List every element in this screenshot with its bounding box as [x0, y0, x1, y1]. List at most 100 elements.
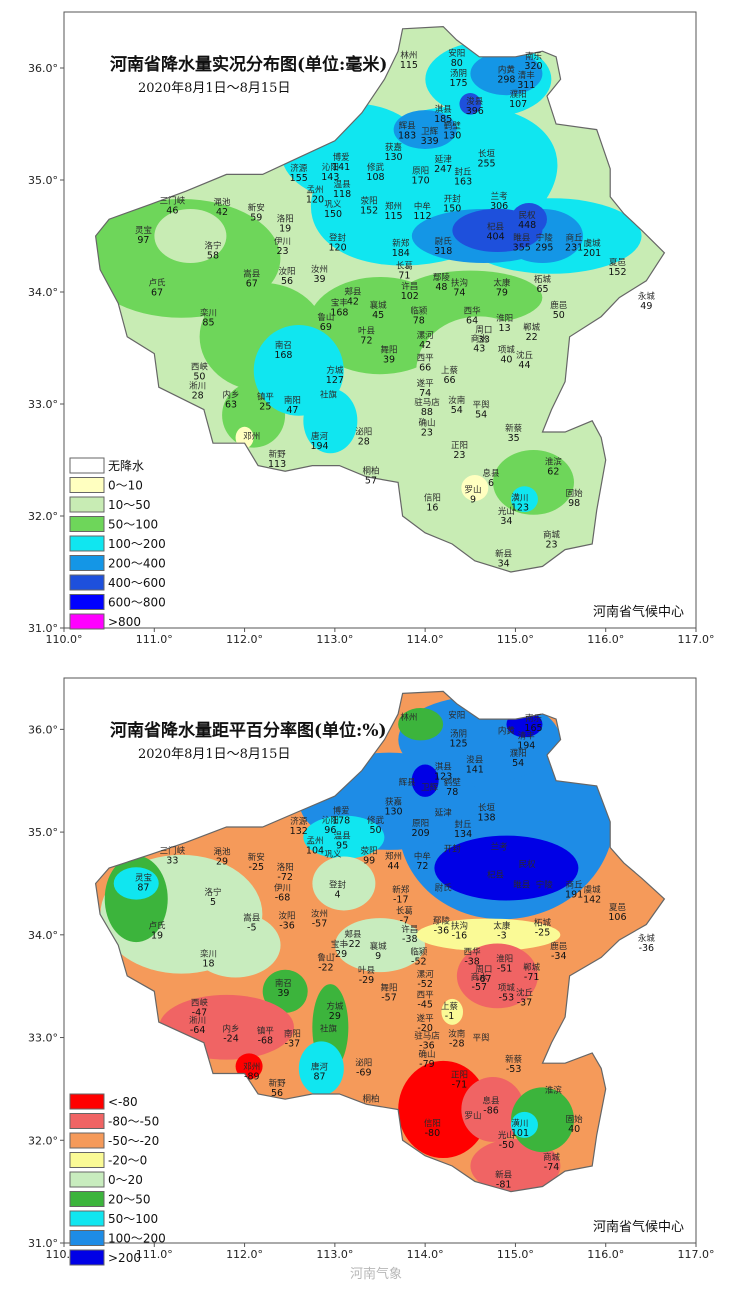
station-value: 120: [306, 194, 324, 205]
station-value: -69: [356, 1067, 372, 1078]
station-name: 西峡: [191, 998, 209, 1009]
station-name: 长葛: [396, 905, 413, 916]
station-name: 民权: [519, 210, 537, 221]
legend-swatch: [69, 613, 105, 630]
station-name: 扶沟: [451, 277, 468, 288]
station-name: 潢川: [511, 492, 528, 503]
station-value: 102: [401, 291, 419, 302]
y-tick-label: 36.0°: [28, 62, 58, 75]
legend-swatch: [69, 1171, 105, 1188]
station-value: 48: [435, 282, 447, 293]
station-name: 正阳: [451, 441, 468, 451]
legend-label: -80～-50: [108, 1115, 159, 1129]
station-name: 中牟: [414, 201, 432, 212]
station-name: 驻马店: [414, 397, 440, 408]
station-name: 平舆: [473, 399, 491, 410]
station-name: 清丰: [518, 731, 536, 742]
station-value: 87: [137, 882, 149, 893]
station-name: 鲁山: [317, 312, 334, 323]
station-name: 新安: [248, 202, 265, 213]
station-value: 49: [640, 301, 652, 312]
province-outline: [94, 690, 666, 1193]
legend-swatch: [69, 1113, 105, 1129]
station-value: 150: [324, 209, 342, 220]
station-value: 295: [535, 243, 553, 254]
station-name: 濮阳: [510, 89, 527, 100]
station-name: 宝丰: [331, 939, 349, 950]
station-name: 封丘: [455, 167, 473, 178]
station-value: 74: [453, 287, 465, 298]
station-value: 5: [210, 897, 216, 908]
station-name: 项城: [498, 346, 516, 356]
station-name: 固始: [566, 488, 584, 499]
station-value: -81: [496, 1179, 512, 1190]
station-value: 123: [434, 771, 452, 782]
station-value: 194: [310, 441, 328, 452]
station-value: -50: [499, 1140, 515, 1151]
station-name: 温县: [334, 830, 352, 841]
station-name: 封丘: [455, 819, 473, 830]
station-name: 叶县: [358, 966, 376, 976]
x-tick-label: 116.0°: [587, 1248, 624, 1261]
station-name: 浚县: [466, 96, 484, 107]
station-name: 淇县: [435, 762, 453, 772]
station-value: 69: [320, 322, 332, 333]
station-value: 150: [443, 203, 461, 214]
station-value: 298: [497, 75, 515, 86]
station-value: 29: [329, 1011, 341, 1022]
station-value: 22: [526, 332, 538, 343]
station-value: -79: [419, 1059, 435, 1070]
station-name: 南阳: [284, 1029, 301, 1040]
station-name: 获嘉: [385, 796, 402, 807]
station-name: 方城: [326, 365, 344, 376]
station-value: -89: [244, 1071, 260, 1082]
station-name: 新郑: [392, 238, 410, 249]
station-value: -22: [318, 963, 334, 974]
station-value: 28: [192, 390, 204, 401]
station-value: -1: [445, 1011, 454, 1022]
station-name: 内黄: [498, 726, 516, 737]
station-value: 67: [151, 287, 163, 298]
station-value: 152: [360, 206, 378, 217]
station-name: 郸城: [523, 962, 541, 973]
map-date-range: 2020年8月1日～8月15日: [138, 81, 290, 96]
station-value: -17: [393, 895, 409, 906]
station-name: 叶县: [358, 327, 376, 337]
station-name: 荥阳: [361, 196, 378, 207]
station-name: 三门峡: [160, 846, 186, 857]
precipitation-anomaly-map: 110.0° 111.0° 112.0° 113.0° 114.0° 115.0° 116.…: [28, 677, 715, 1282]
station-value: 78: [446, 787, 458, 798]
station-value: 108: [366, 172, 384, 183]
station-name: 民权: [519, 859, 537, 870]
station-name: 灵宝: [135, 872, 152, 883]
station-value: 130: [443, 131, 461, 142]
station-name: 济源: [290, 163, 308, 174]
legend-swatch: [69, 1132, 105, 1149]
station-value: 141: [466, 764, 484, 775]
station-value: 23: [453, 450, 465, 461]
y-tick-label: 34.0°: [28, 929, 58, 942]
x-tick-label: 115.0°: [497, 1248, 534, 1261]
station-value: -29: [359, 975, 375, 986]
station-name: 三门峡: [160, 196, 186, 207]
station-name: 新县: [495, 1169, 513, 1180]
station-value: 185: [434, 114, 452, 125]
station-name: 柘城: [534, 918, 552, 929]
station-name: 宁陵: [536, 233, 554, 244]
station-value: 23: [421, 427, 433, 438]
legend-swatch: [69, 1249, 105, 1266]
station-value: 183: [398, 131, 416, 142]
station-name: 漯河: [417, 330, 435, 341]
station-name: 淅川: [189, 1015, 206, 1026]
station-value: 85: [202, 318, 214, 329]
station-value: 255: [477, 159, 495, 170]
station-name: 开封: [444, 844, 462, 855]
x-tick-label: 111.0°: [136, 633, 173, 646]
station-name: 修武: [367, 815, 385, 826]
station-value: -25: [535, 928, 551, 939]
station-value: 47: [286, 405, 298, 416]
station-value: -53: [506, 1064, 522, 1075]
station-name: 渑池: [213, 847, 231, 858]
station-value: -22: [345, 939, 361, 950]
